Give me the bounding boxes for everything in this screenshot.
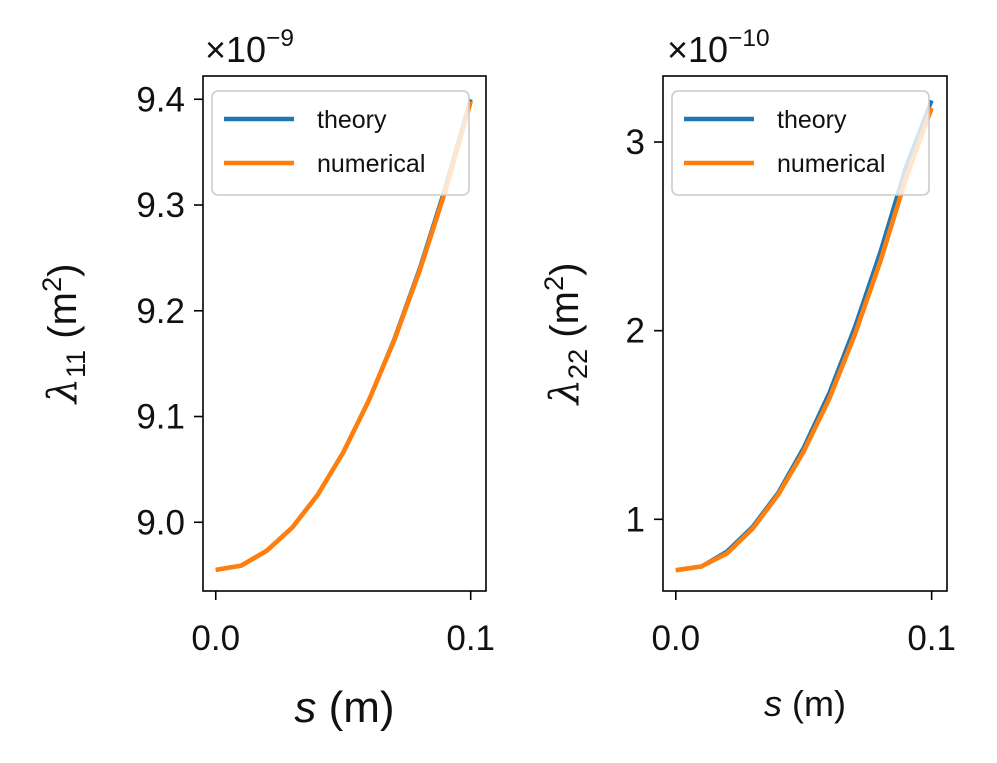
y-tick-label: 9.4 (136, 80, 185, 119)
y-tick-label: 3 (626, 123, 645, 162)
y-axis-label: λ11 (m2) (36, 264, 91, 406)
legend: theory numerical (671, 90, 930, 196)
y-tick-label: 9.0 (136, 503, 185, 542)
y-tick-label: 9.1 (136, 398, 185, 437)
axis-multiplier: ×10−9 (205, 25, 294, 70)
x-tick-label: 0.1 (907, 619, 956, 658)
legend: theory numerical (211, 90, 470, 196)
y-tick-label: 2 (626, 312, 645, 351)
y-tick-label: 9.2 (136, 292, 185, 331)
plot-frame (662, 75, 948, 592)
x-tick-label: 0.0 (651, 619, 700, 658)
legend-label-theory: theory (317, 106, 387, 134)
x-tick-label: 0.1 (446, 619, 495, 658)
legend-label-numerical: numerical (317, 150, 425, 178)
chart-panel-2: 0.0 0.1 1 2 3 ×10−10 s (m) λ22 (m2) theory numeri… (538, 25, 956, 724)
x-tick-label: 0.0 (191, 619, 240, 658)
legend-label-numerical: numerical (777, 150, 885, 178)
y-tick-label: 1 (626, 500, 645, 539)
series-line-numerical (215, 100, 473, 573)
chart-panel-1: 0.0 0.1 9.0 9.1 9.2 9.3 9.4 ×10−9 s (m) λ11 (m2) t… (36, 25, 495, 732)
legend-label-theory: theory (777, 106, 847, 134)
plot-frame (202, 75, 487, 592)
x-axis-label: s (m) (764, 683, 846, 724)
x-axis-label: s (m) (294, 683, 394, 732)
axis-multiplier: ×10−10 (667, 25, 770, 70)
y-axis-label: λ22 (m2) (538, 263, 593, 407)
series-line-numerical (675, 107, 934, 573)
y-tick-label: 9.3 (136, 186, 185, 225)
